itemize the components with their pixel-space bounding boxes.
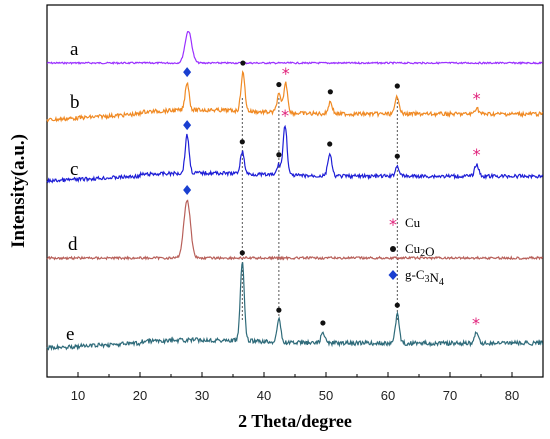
cu-marker: *	[473, 145, 481, 164]
curve-labels: a b c d e	[66, 39, 80, 345]
cu2o-marker	[276, 152, 282, 158]
series-line-b	[46, 70, 544, 123]
cu2o-marker	[276, 307, 282, 313]
x-tick-label: 50	[319, 388, 333, 403]
cu2o-marker	[276, 81, 282, 88]
curve-label-d: d	[68, 234, 78, 255]
reference-lines	[241, 98, 398, 322]
curve-label-a: a	[70, 39, 79, 60]
x-tick-label: 20	[133, 388, 147, 403]
legend-label: Cu	[405, 215, 421, 230]
curve-label-c: c	[70, 159, 78, 180]
x-tick-label: 10	[71, 388, 85, 403]
legend: * Cu Cu2O g-C3N4	[388, 215, 444, 288]
cu2o-marker	[394, 153, 400, 159]
legend-label: Cu2O	[405, 241, 435, 259]
series-line-a	[46, 30, 543, 66]
cu2o-marker	[327, 141, 333, 147]
plot-frame	[46, 4, 544, 378]
legend-diamond-icon	[388, 270, 398, 280]
peak-markers: * * * * *	[183, 60, 481, 333]
g-c3n4-marker	[183, 120, 192, 131]
x-tick-label: 80	[505, 388, 519, 403]
curves	[46, 30, 544, 352]
x-axis-ticks: 10 20 30 40 50 60 70 80	[71, 372, 519, 403]
cu2o-marker	[327, 89, 333, 95]
x-tick-label: 60	[381, 388, 395, 403]
curve-label-b: b	[70, 92, 80, 113]
cu2o-marker	[239, 139, 245, 145]
x-axis-label: 2 Theta/degree	[238, 411, 352, 431]
legend-dot-icon	[390, 246, 396, 252]
legend-star-icon: *	[389, 215, 397, 234]
g-c3n4-marker	[183, 185, 192, 195]
x-tick-label: 70	[443, 388, 457, 403]
cu2o-marker	[240, 60, 246, 66]
cu-marker: *	[281, 106, 289, 125]
cu2o-marker	[239, 250, 245, 256]
series-line-d	[46, 199, 544, 261]
cu-marker: *	[473, 89, 481, 108]
cu2o-marker	[394, 83, 400, 89]
cu2o-marker	[394, 302, 400, 308]
g-c3n4-marker	[183, 67, 192, 78]
x-tick-label: 30	[195, 388, 209, 403]
x-tick-label: 40	[257, 388, 271, 403]
series-line-c	[46, 124, 544, 184]
cu-marker: *	[472, 314, 480, 333]
legend-label: g-C3N4	[405, 267, 444, 288]
cu2o-marker	[320, 320, 326, 326]
y-axis-label: Intensity(a.u.)	[8, 134, 29, 248]
series-line-e	[46, 262, 544, 352]
curve-label-e: e	[66, 324, 74, 345]
cu-marker: *	[282, 64, 290, 83]
